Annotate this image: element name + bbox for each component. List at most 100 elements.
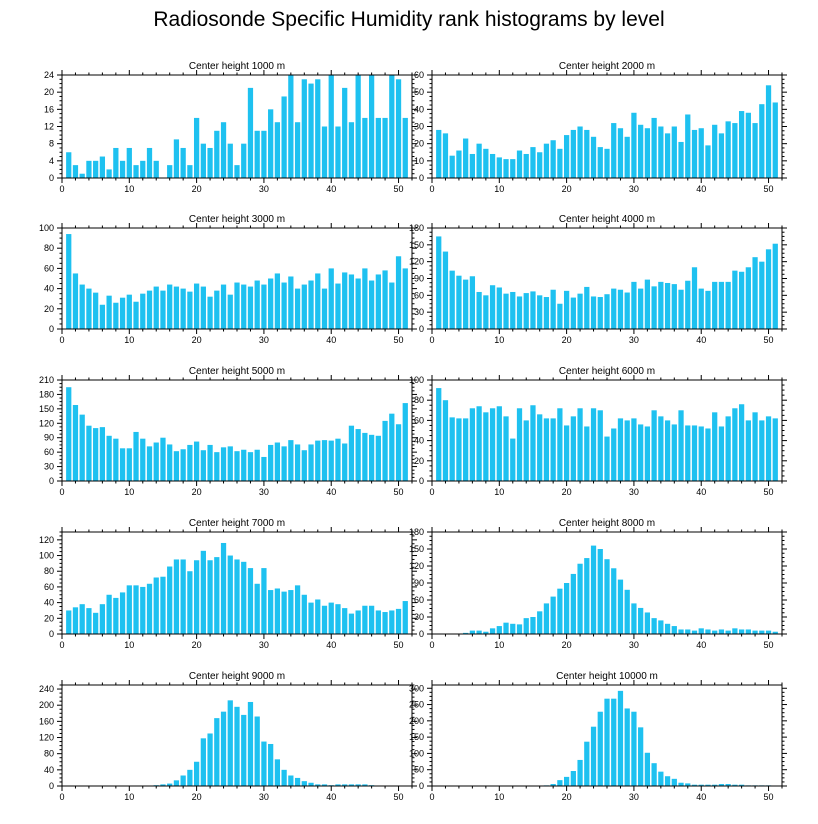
bar: [705, 145, 711, 178]
y-tick-label: 120: [39, 418, 54, 428]
bar: [106, 295, 112, 329]
bar: [395, 424, 402, 481]
bar: [99, 427, 106, 481]
bar: [389, 610, 395, 634]
bar: [678, 141, 684, 178]
x-tick-label: 30: [629, 487, 639, 497]
bar: [294, 585, 301, 634]
bar: [241, 284, 247, 329]
y-tick-label: 20: [44, 613, 54, 623]
bar: [644, 128, 651, 178]
bar: [584, 286, 590, 329]
bar: [624, 292, 630, 329]
bar: [503, 159, 509, 178]
y-tick-label: 20: [44, 304, 54, 314]
bar: [604, 294, 610, 329]
bar: [503, 622, 509, 634]
y-tick-label: 0: [419, 173, 424, 183]
bar: [550, 140, 556, 178]
bar: [126, 585, 132, 634]
y-tick-label: 20: [414, 139, 424, 149]
y-tick-label: 250: [409, 700, 424, 710]
bar: [72, 273, 79, 329]
bar: [705, 629, 711, 634]
x-tick-label: 30: [629, 640, 639, 650]
bar: [530, 617, 536, 634]
y-tick-label: 60: [44, 582, 54, 592]
panel-title: Center height 10000 m: [556, 671, 658, 682]
bar: [476, 406, 482, 481]
bar: [624, 708, 630, 786]
bar: [66, 234, 72, 329]
bar: [382, 612, 388, 634]
bar: [732, 270, 738, 329]
bar: [738, 784, 745, 786]
panel-title: Center height 2000 m: [559, 61, 655, 72]
x-tick-label: 0: [429, 335, 434, 345]
bar: [557, 408, 563, 481]
bar: [308, 782, 314, 786]
bar: [638, 727, 644, 786]
bar: [368, 434, 375, 481]
bar: [745, 420, 751, 481]
x-tick-label: 0: [59, 184, 64, 194]
bar: [510, 623, 516, 634]
y-tick-label: 160: [39, 716, 54, 726]
bar: [254, 280, 260, 329]
bar: [557, 780, 563, 786]
y-tick-label: 40: [414, 436, 424, 446]
bar: [537, 295, 543, 329]
bar: [678, 782, 684, 786]
y-tick-label: 120: [39, 733, 54, 743]
bar: [624, 136, 630, 178]
bar: [604, 559, 610, 634]
x-tick-label: 0: [429, 640, 434, 650]
chart-panel-7: Center height 7000 m 0 20 40 60 80 100 120 0 10 20…: [39, 518, 417, 650]
y-tick-label: 0: [419, 324, 424, 334]
bar: [227, 700, 233, 786]
x-tick-label: 50: [394, 184, 404, 194]
x-tick-label: 40: [326, 335, 336, 345]
y-tick-label: 0: [419, 781, 424, 791]
bar: [604, 148, 610, 178]
bar: [382, 420, 388, 481]
x-tick-label: 30: [629, 792, 639, 802]
bar: [644, 279, 651, 329]
bar: [691, 129, 698, 178]
bar: [173, 139, 180, 179]
bar: [725, 416, 731, 481]
bar: [469, 630, 476, 634]
bar: [375, 610, 381, 634]
y-tick-label: 120: [39, 535, 54, 545]
bar: [664, 623, 671, 634]
bar: [234, 451, 240, 481]
bar: [685, 629, 691, 634]
bar: [638, 124, 644, 178]
bar: [510, 291, 516, 329]
chart-panel-5: Center height 5000 m 0 30 60 90 120 150 180 210 0…: [39, 366, 417, 497]
bar: [611, 568, 617, 634]
bar: [611, 428, 617, 481]
bar: [705, 784, 711, 786]
bar: [476, 630, 482, 634]
bar: [691, 425, 698, 481]
y-tick-label: 50: [414, 87, 424, 97]
bar: [268, 743, 274, 786]
bar: [167, 566, 173, 634]
bar: [247, 286, 254, 329]
bar: [590, 296, 597, 329]
bar: [456, 275, 462, 329]
bar: [328, 440, 334, 481]
bar: [66, 152, 72, 178]
bar: [187, 571, 193, 634]
bar: [590, 136, 597, 178]
bar: [72, 165, 79, 179]
bar: [563, 776, 570, 786]
bar: [335, 784, 341, 786]
bar: [759, 630, 765, 634]
bar: [140, 160, 146, 178]
bar: [315, 784, 321, 786]
bar: [72, 405, 79, 481]
bar: [469, 153, 476, 178]
bar: [146, 446, 153, 481]
